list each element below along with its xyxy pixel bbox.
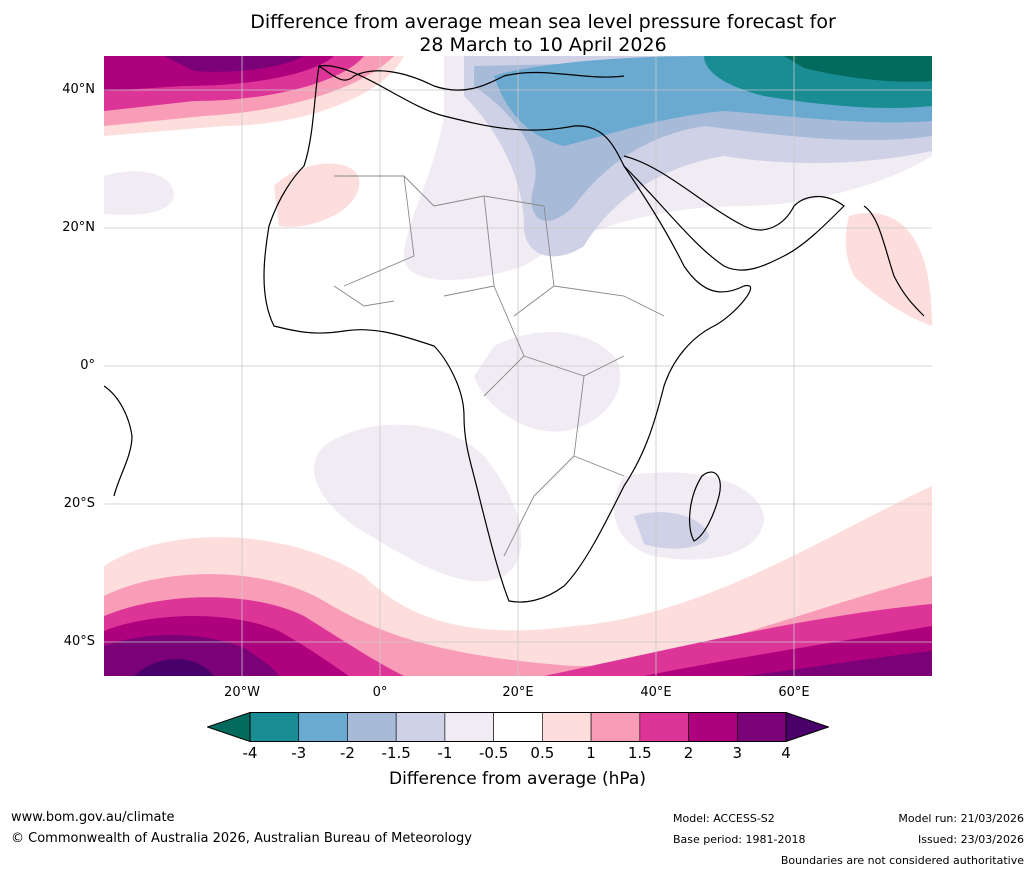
colorbar-cell-c_m2_m15 <box>347 712 397 742</box>
colorbar-extend-min <box>207 712 250 742</box>
colorbar-cell-c_15_2 <box>639 712 689 742</box>
south-america-coastline <box>104 385 133 497</box>
madagascar-coastline <box>689 471 721 542</box>
lat-label-0: 0° <box>80 358 95 373</box>
colorbar-tick-label: -4 <box>242 744 258 762</box>
arabia-coastline <box>623 155 845 271</box>
africa-coastline <box>263 65 752 603</box>
ne-negative-6 <box>784 56 932 82</box>
nw-positive-5 <box>164 56 304 72</box>
country-borders <box>333 175 665 557</box>
colorbar-cell-c_m4_m3 <box>249 712 300 742</box>
lon-label-40e: 40°E <box>640 685 672 700</box>
india-coastline <box>863 205 925 317</box>
lon-label-20w: 20°W <box>224 685 260 700</box>
south-positive-5b <box>744 651 932 676</box>
issued-date: Issued: 23/03/2026 <box>917 833 1024 846</box>
lat-label-40n: 40°N <box>62 82 95 97</box>
colorbar-cell-c_m1_m05 <box>444 712 494 742</box>
lon-label-60e: 60°E <box>778 685 810 700</box>
model-run: Model run: 21/03/2026 <box>898 812 1024 825</box>
colorbar-tick-label: -3 <box>291 744 307 762</box>
colorbar-tick-label: -0.5 <box>478 744 509 762</box>
lat-label-40s: 40°S <box>63 634 95 649</box>
colorbar-tick-label: 3 <box>732 744 743 762</box>
colorbar-cell-c_m05_05 <box>493 712 543 742</box>
south-positive-5 <box>104 634 279 676</box>
chart-title-line1: Difference from average mean sea level p… <box>250 11 836 33</box>
madagascar-negative-2 <box>634 512 709 549</box>
atlantic-negative <box>104 171 174 215</box>
colorbar-tick-label: -1.5 <box>381 744 411 762</box>
colorbar-tick-label: 0.5 <box>530 744 555 762</box>
chart-title-line2: 28 March to 10 April 2026 <box>419 34 667 56</box>
lon-label-0: 0° <box>372 685 388 700</box>
boundaries-disclaimer: Boundaries are not considered authoritat… <box>780 854 1024 867</box>
colorbar-cell-c_m15_m1 <box>395 712 446 742</box>
colorbar-tick-label: 1.5 <box>627 744 652 762</box>
colorbar <box>207 712 829 742</box>
colorbar-cell-c_m3_m2 <box>298 712 348 742</box>
website-link[interactable]: www.bom.gov.au/climate <box>11 810 175 825</box>
copyright: © Commonwealth of Australia 2026, Austra… <box>11 831 472 846</box>
south-positive-6 <box>134 659 214 676</box>
sahara-positive <box>274 163 360 227</box>
lat-label-20n: 20°N <box>62 220 95 235</box>
central-negative <box>474 332 621 432</box>
colorbar-tick-label: 1 <box>586 744 596 762</box>
base-period: Base period: 1981-2018 <box>673 833 806 846</box>
pressure-anomaly-map <box>104 56 932 676</box>
colorbar-title: Difference from average (hPa) <box>389 769 646 789</box>
colorbar-tick-label: 2 <box>683 744 694 762</box>
gridlines <box>104 56 932 676</box>
model-name: Model: ACCESS-S2 <box>673 812 775 825</box>
lat-label-20s: 20°S <box>63 496 95 511</box>
map-svg <box>104 56 932 676</box>
europe-coastline <box>318 65 625 91</box>
lon-label-20e: 20°E <box>502 685 534 700</box>
colorbar-cell-c_1_15 <box>590 712 641 742</box>
colorbar-tick-label: -2 <box>339 744 355 762</box>
sw-indian-negative <box>314 424 522 582</box>
colorbar-cell-c_3_4 <box>736 712 787 742</box>
colorbar-extend-max <box>786 712 829 742</box>
colorbar-cell-c_2_3 <box>688 712 738 742</box>
colorbar-tick-label: 4 <box>781 744 791 762</box>
colorbar-cell-c_05_1 <box>542 712 592 742</box>
colorbar-tick-label: -1 <box>437 744 453 762</box>
india-positive <box>845 213 932 326</box>
